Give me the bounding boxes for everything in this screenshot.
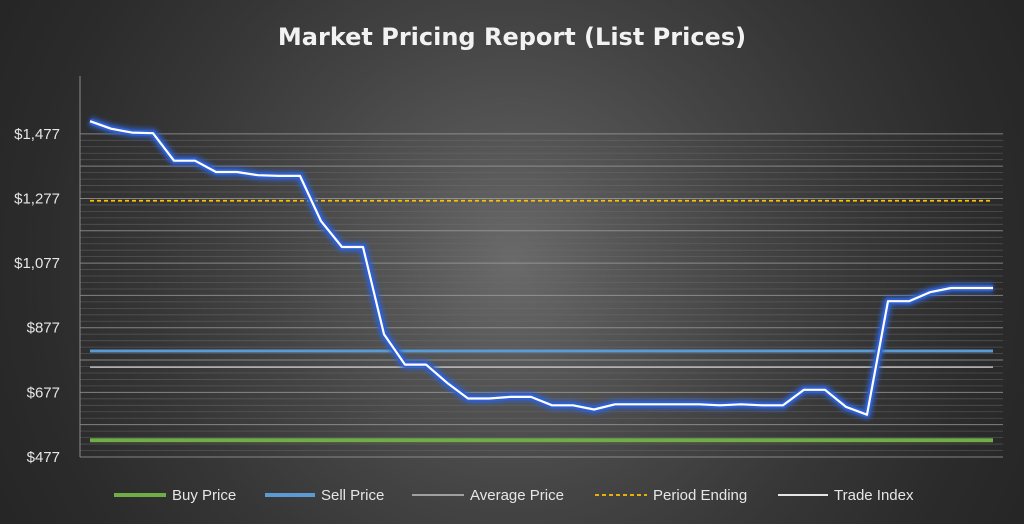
legend-item: Trade Index <box>778 487 914 504</box>
legend-item: Sell Price <box>265 487 384 504</box>
y-tick-label: $1,477 <box>14 126 60 143</box>
trade-index-halo <box>88 118 993 418</box>
trade-index-glow <box>88 116 993 420</box>
legend-item: Period Ending <box>595 487 747 504</box>
legend-item: Average Price <box>412 487 564 504</box>
y-tick-label: $1,077 <box>14 255 60 272</box>
y-axis: $477 $677 $877 $1,077 $1,277 $1,477 <box>14 76 81 466</box>
y-tick-label: $477 <box>27 449 60 466</box>
legend: Buy Price Sell Price Average Price Period E… <box>114 487 914 504</box>
legend-item: Buy Price <box>114 487 236 504</box>
y-tick-label: $1,277 <box>14 190 60 207</box>
legend-label: Average Price <box>470 487 564 504</box>
legend-label: Buy Price <box>172 487 236 504</box>
reference-lines <box>90 199 993 443</box>
legend-label: Sell Price <box>321 487 384 504</box>
legend-label: Period Ending <box>653 487 747 504</box>
trade-index-series <box>88 116 993 420</box>
trade-index-line <box>89 120 993 416</box>
gridlines <box>80 133 1003 458</box>
y-tick-label: $877 <box>27 320 60 337</box>
y-tick-label: $677 <box>27 384 60 401</box>
chart-title: Market Pricing Report (List Prices) <box>278 23 746 51</box>
legend-label: Trade Index <box>834 487 914 504</box>
